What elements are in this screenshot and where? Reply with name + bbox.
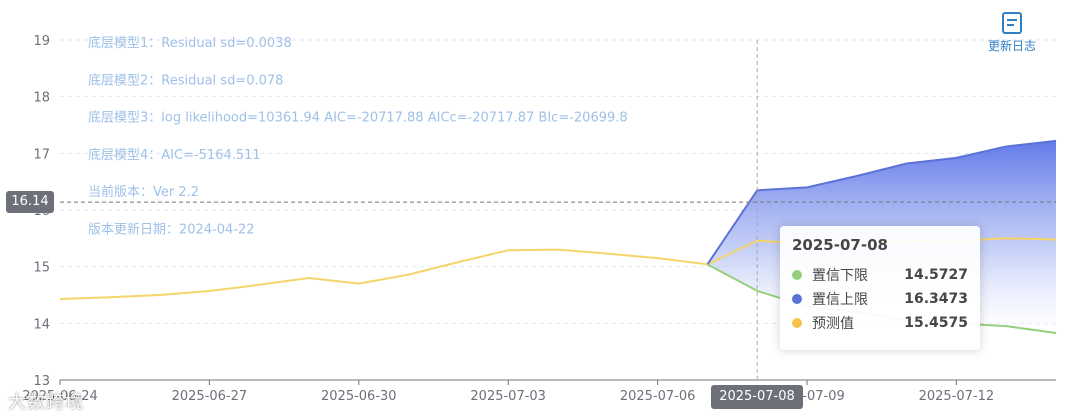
x-tick-label: 2025-07-06	[620, 389, 696, 404]
legend-dot-lower	[792, 270, 802, 280]
chart-tooltip: 2025-07-08 置信下限 14.5727 置信上限 16.3473 预测值…	[780, 226, 980, 350]
x-tick-label: 2025-06-24	[22, 389, 98, 404]
changelog-label: 更新日志	[987, 39, 1036, 53]
tooltip-row-name: 预测值	[812, 316, 854, 332]
tooltip-row-name: 置信上限	[812, 292, 868, 308]
tooltip-row-value: 15.4575	[904, 315, 968, 331]
tooltip-row: 置信上限 16.3473	[792, 287, 968, 311]
y-tick-label: 18	[33, 91, 50, 106]
model-annotation: 底层模型1：Residual sd=0.0038	[88, 35, 292, 51]
changelog-button[interactable]: 更新日志	[980, 12, 1044, 54]
series-line	[706, 139, 1057, 265]
x-tick-label: 2025-07-12	[919, 389, 995, 404]
model-annotation: 底层模型3：log likelihood=10361.94 AIC=-20717…	[88, 110, 628, 126]
tooltip-row-name: 置信下限	[812, 268, 868, 284]
watermark-logo: 大数跨境	[8, 392, 84, 413]
legend-dot-forecast	[792, 318, 802, 328]
x-tick-label: 2025-06-30	[321, 389, 397, 404]
tooltip-row: 置信下限 14.5727	[792, 263, 968, 287]
y-tick-label: 14	[33, 317, 50, 332]
x-tick-label: 2025-06-27	[172, 389, 248, 404]
y-tick-label: 15	[33, 261, 50, 276]
tooltip-row-value: 14.5727	[904, 267, 968, 283]
x-tick-label: 2025-07-03	[470, 389, 546, 404]
y-tick-label: 17	[33, 147, 50, 162]
tooltip-row: 预测值 15.4575	[792, 311, 968, 335]
x-axis-pointer-label: 2025-07-08	[711, 385, 803, 409]
document-icon	[1002, 12, 1022, 34]
y-tick-label: 13	[33, 374, 50, 389]
model-annotation: 当前版本：Ver 2.2	[88, 184, 199, 200]
y-axis-pointer-label: 16.14	[6, 191, 54, 213]
y-tick-label: 19	[33, 34, 50, 49]
model-annotation: 版本更新日期：2024-04-22	[88, 222, 255, 238]
tooltip-row-value: 16.3473	[904, 291, 968, 307]
tooltip-title: 2025-07-08	[792, 236, 888, 254]
legend-dot-upper	[792, 294, 802, 304]
model-annotation: 底层模型2：Residual sd=0.078	[88, 72, 283, 88]
model-annotation: 底层模型4：AIC=-5164.511	[88, 147, 261, 163]
